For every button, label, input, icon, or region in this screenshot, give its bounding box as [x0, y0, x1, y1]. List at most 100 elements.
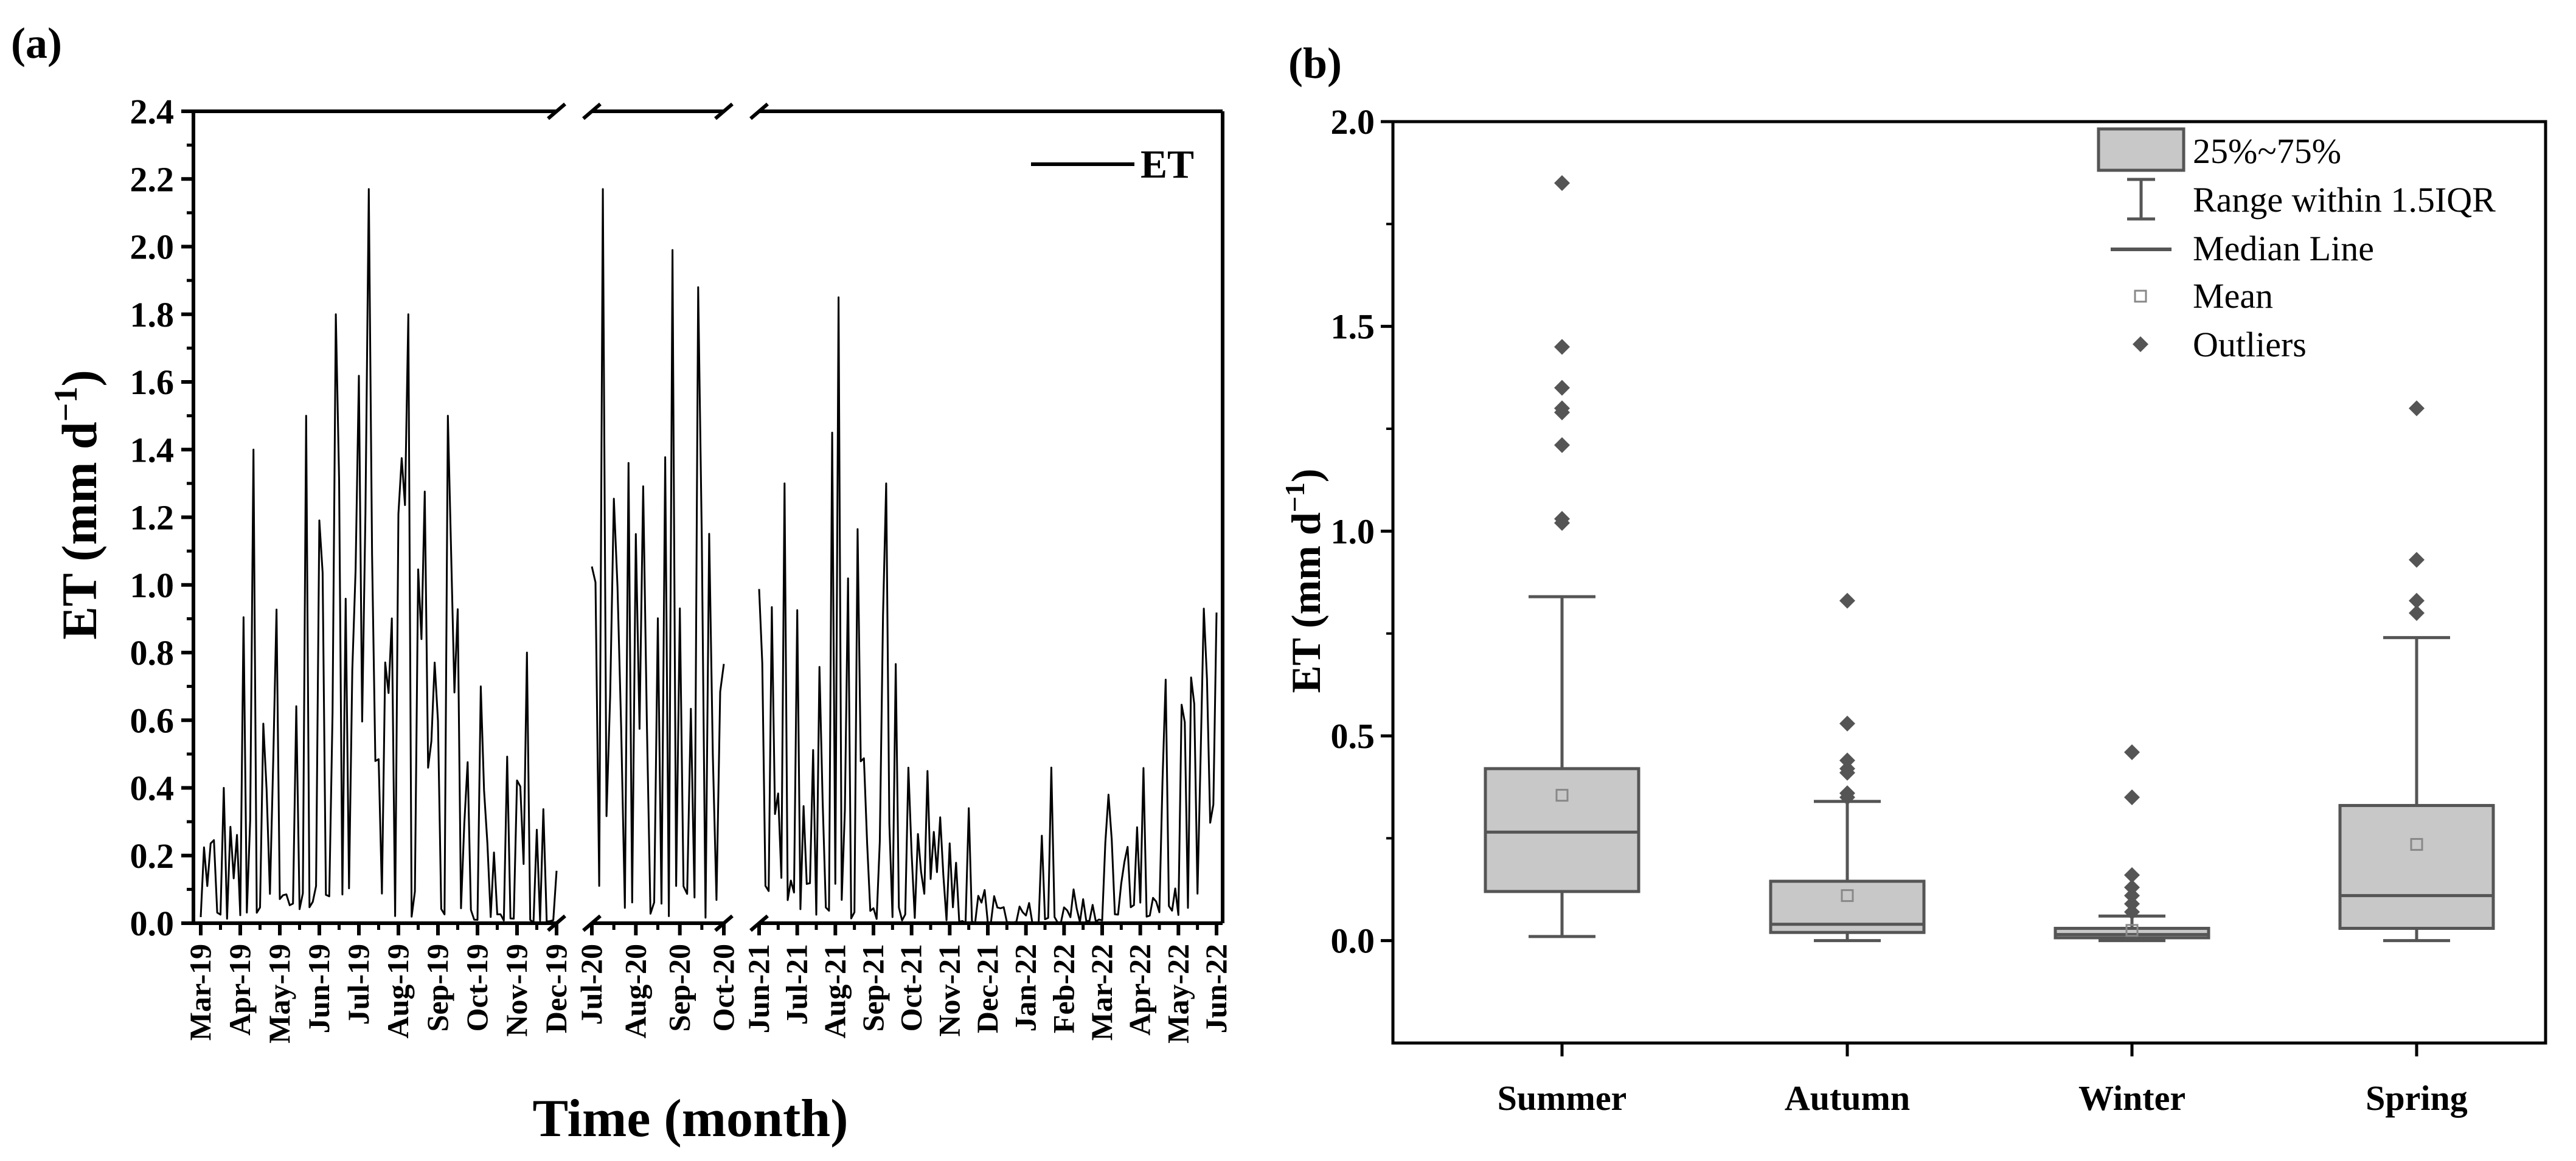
panel-a-x-tick-label: Jul-20	[574, 944, 608, 1025]
et-series-line	[758, 296, 1218, 924]
axis-break-mark	[547, 914, 566, 932]
panel-a-y-axis-label: ET (mm d−1)	[47, 370, 107, 640]
panel-a-y-tick-label: 0.6	[130, 701, 175, 740]
panel-b-x-tick-label: Autumn	[1785, 1078, 1910, 1118]
panel-a-x-tick-label: Feb-22	[1046, 944, 1080, 1033]
legend-outlier-label: Outliers	[2193, 325, 2307, 364]
et-series-line	[200, 188, 558, 923]
mean-marker	[2125, 924, 2139, 937]
panel-a-x-tick-label: Oct-20	[706, 944, 740, 1031]
panel-a-x-tick-label: Sep-19	[420, 944, 454, 1031]
legend-mean-label: Mean	[2193, 276, 2273, 316]
panel-b-x-tick-label: Spring	[2366, 1078, 2468, 1118]
panel-a-x-tick-label: Mar-22	[1085, 944, 1119, 1041]
panel-a-x-tick-label: Nov-21	[932, 944, 966, 1037]
panel-a-line-chart: 0.00.20.40.60.81.01.21.41.61.82.02.22.4 …	[47, 92, 1233, 1148]
panel-b-frame	[1391, 120, 2547, 1045]
axis-break-mark	[582, 102, 602, 120]
outlier-point	[2409, 592, 2425, 609]
axis-break-mark	[749, 102, 769, 120]
panel-b-legend: 25%~75% Range within 1.5IQR Median Line …	[2097, 127, 2496, 364]
box-spring	[2338, 400, 2495, 943]
panel-a-y-tick-label: 1.0	[130, 566, 175, 605]
panel-a-y-tick-label: 0.8	[130, 633, 175, 673]
panel-a-y-tick-label: 0.0	[130, 904, 175, 943]
panel-a-y-label-main: ET (mm d	[52, 421, 107, 639]
panel-a-label: (a)	[11, 19, 62, 68]
panel-b-y-label-main: ET (mm d	[1283, 512, 1329, 693]
outlier-point	[2124, 879, 2140, 896]
outlier-point	[2409, 552, 2425, 568]
panel-a-y-label-close: )	[52, 370, 107, 386]
box-winter	[2054, 744, 2210, 943]
panel-a-x-ticks: Mar-19 Apr-19 May-19 Jun-19 Jul-19 Aug-19 Sep-…	[183, 923, 1233, 1044]
panel-a-x-tick-label: Apr-19	[223, 944, 257, 1036]
legend-outlier-icon	[2133, 336, 2148, 352]
legend-mean-icon	[2134, 289, 2147, 303]
outlier-point	[2124, 896, 2140, 912]
panel-a-axis-breaks	[547, 102, 769, 932]
axis-break-mark	[714, 914, 734, 932]
panel-a-y-label-sup: −1	[47, 387, 84, 422]
panel-b-y-tick-label: 0.0	[1331, 921, 1375, 961]
panel-b-x-tick-label: Summer	[1498, 1078, 1627, 1118]
axis-break-mark	[749, 914, 769, 932]
panel-a-x-tick-label: Aug-19	[381, 944, 415, 1039]
legend-median-label: Median Line	[2193, 229, 2374, 268]
panel-a-x-tick-label: Oct-21	[894, 944, 928, 1031]
panel-b-y-ticks: 0.0 0.5 1.0 1.5 2.0	[1331, 102, 1393, 961]
outlier-point	[2124, 744, 2140, 760]
panel-a-x-tick-label: Nov-19	[499, 944, 533, 1037]
panel-a-y-tick-label: 1.6	[130, 362, 175, 402]
panel-a-y-tick-label: 2.2	[130, 159, 175, 199]
axis-break-mark	[714, 102, 734, 120]
panel-b-y-axis-label: ET (mm d−1)	[1279, 468, 1329, 693]
outlier-point	[2124, 904, 2140, 920]
mean-marker	[1841, 889, 1854, 903]
outlier-point	[1839, 760, 1855, 777]
panel-a-x-tick-label: Apr-22	[1123, 944, 1157, 1036]
panel-b-y-tick-label: 2.0	[1331, 102, 1375, 142]
outlier-point	[1554, 379, 1570, 396]
panel-a-y-tick-label: 0.4	[130, 769, 175, 808]
panel-a-x-tick-label: Aug-20	[618, 944, 652, 1039]
panel-a-series	[200, 188, 1218, 924]
panel-a-x-tick-label: Sep-21	[856, 944, 890, 1031]
panel-b-label: (b)	[1288, 39, 1342, 88]
panel-b-y-tick-label: 0.5	[1331, 716, 1375, 756]
panel-a-x-tick-label: Mar-19	[183, 944, 217, 1041]
outlier-point	[1554, 400, 1570, 417]
panel-a-y-tick-label: 1.8	[130, 295, 175, 334]
panel-a-x-axis-label: Time (month)	[532, 1089, 848, 1148]
box-summer	[1484, 175, 1640, 938]
panel-a-y-ticks: 0.0 0.2 0.4 0.6 0.8 1.0 1.2 1.4 1.6 1.8 2.0 2.2 2.4	[130, 92, 193, 943]
iqr-box	[1484, 767, 1640, 893]
outlier-point	[2124, 867, 2140, 883]
outlier-point	[2409, 400, 2425, 417]
panel-b-box-chart: 0.0 0.5 1.0 1.5 2.0 Summer Autumn Winter Spring…	[1279, 102, 2547, 1118]
mean-marker	[1555, 789, 1569, 802]
outlier-point	[1554, 437, 1570, 453]
panel-a-x-tick-label: Dec-21	[970, 944, 1004, 1033]
mean-marker	[2410, 837, 2423, 851]
outlier-point	[1554, 511, 1570, 527]
legend-box-swatch	[2097, 127, 2185, 172]
legend-range-label: Range within 1.5IQR	[2193, 180, 2496, 220]
panel-a-x-tick-label: Aug-21	[818, 944, 852, 1039]
panel-a-x-tick-label: Jul-21	[780, 944, 814, 1025]
axis-break-mark	[582, 914, 602, 932]
panel-a-y-tick-label: 1.4	[130, 430, 175, 470]
outlier-point	[1554, 339, 1570, 355]
panel-a-x-tick-label: Jun-19	[302, 944, 336, 1033]
outlier-point	[1839, 592, 1855, 609]
panel-b-y-label-sup: −1	[1279, 482, 1310, 512]
panel-b-x-ticks: Summer Autumn Winter Spring	[1498, 1043, 2468, 1118]
outlier-point	[2409, 605, 2425, 621]
box-autumn	[1769, 592, 1926, 943]
panel-a-legend-label: ET	[1140, 142, 1194, 187]
panel-a-x-tick-label: Dec-19	[539, 944, 573, 1033]
outlier-point	[1839, 715, 1855, 732]
panel-a-x-tick-label: May-22	[1161, 944, 1195, 1044]
outlier-point	[1839, 752, 1855, 769]
